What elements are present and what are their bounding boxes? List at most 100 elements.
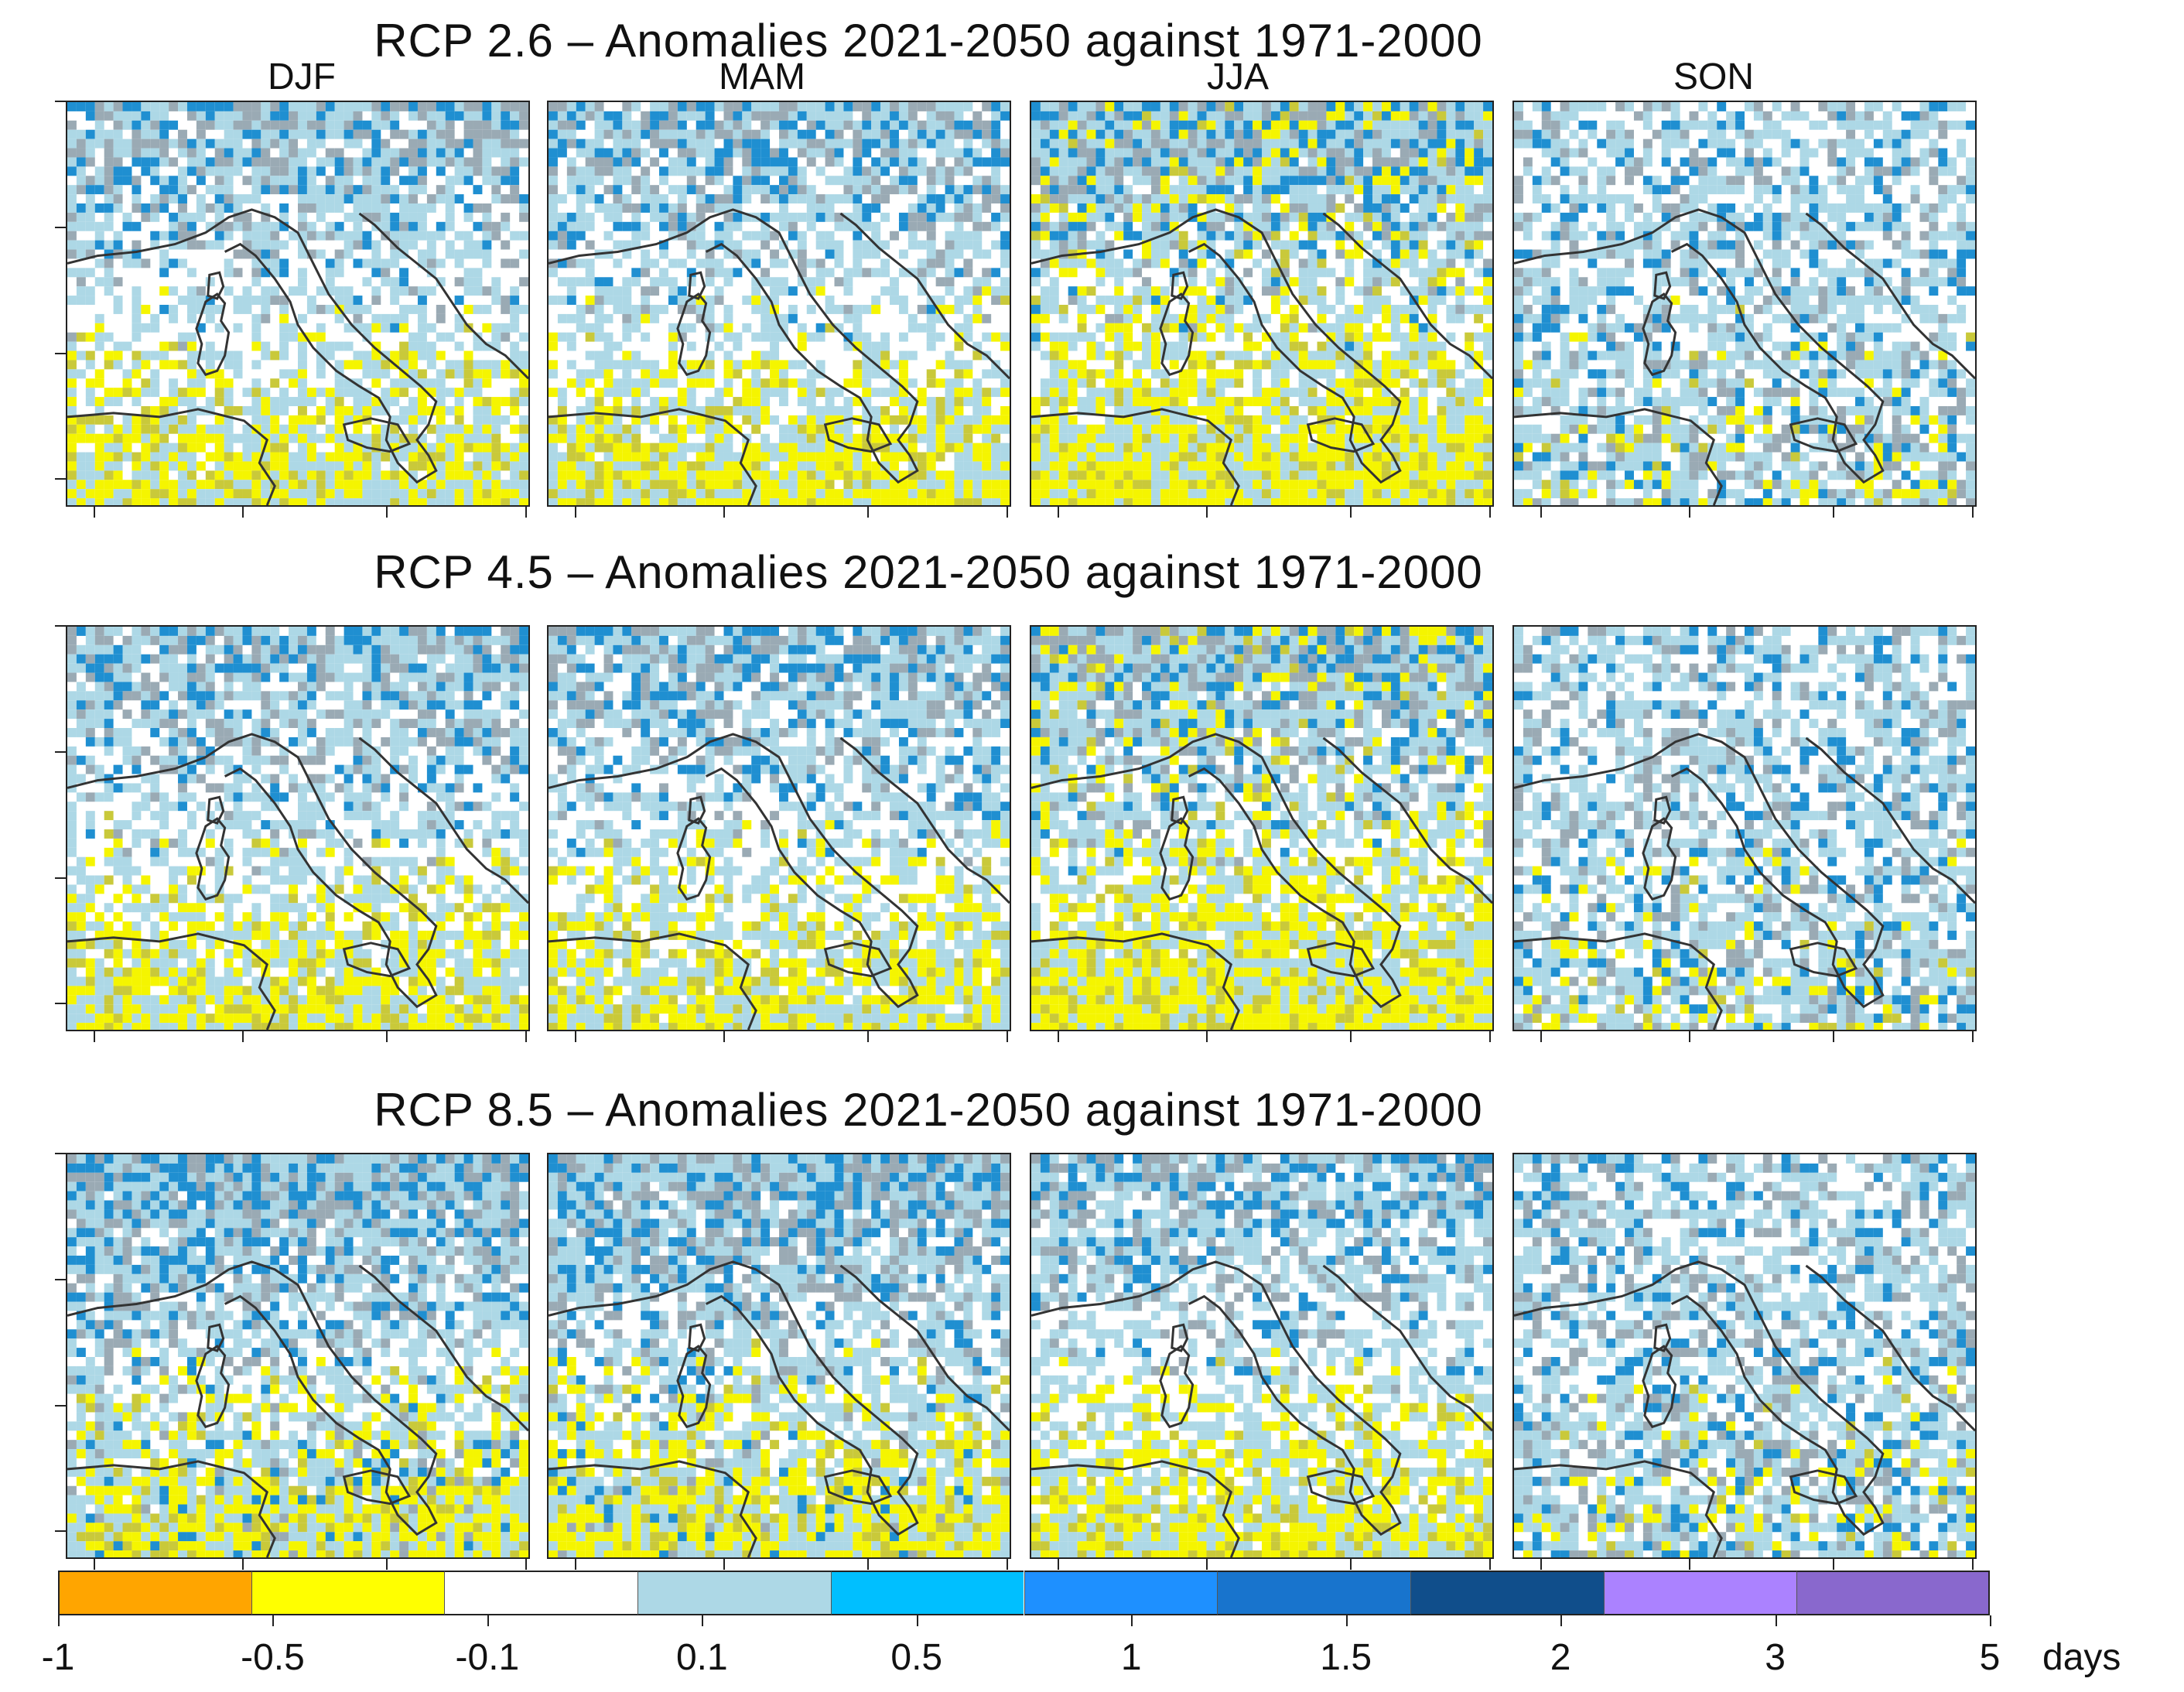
x-axis-tick bbox=[386, 1031, 388, 1042]
colorbar-segment bbox=[637, 1571, 831, 1615]
colorbar-label: 5 bbox=[1928, 1636, 2052, 1679]
x-axis-tick bbox=[1489, 507, 1491, 518]
colorbar-label: 0.1 bbox=[640, 1636, 764, 1679]
coastline bbox=[823, 1469, 893, 1506]
coastline bbox=[688, 795, 706, 825]
map-panel bbox=[1512, 1153, 1977, 1559]
colorbar-tick bbox=[1560, 1615, 1563, 1626]
x-axis-tick bbox=[1972, 1559, 1974, 1570]
coastline bbox=[1171, 1323, 1189, 1352]
x-axis-tick bbox=[723, 1559, 725, 1570]
season-label: MAM bbox=[646, 56, 878, 98]
season-label: JJA bbox=[1122, 56, 1354, 98]
x-axis-tick bbox=[575, 1559, 576, 1570]
row-title: RCP 2.6 – Anomalies 2021-2050 against 19… bbox=[0, 14, 1857, 67]
colorbar-label: 2 bbox=[1499, 1636, 1622, 1679]
coastline bbox=[207, 271, 225, 300]
anomaly-map bbox=[67, 102, 528, 505]
anomaly-field bbox=[1514, 102, 1975, 505]
row-title: RCP 4.5 – Anomalies 2021-2050 against 19… bbox=[0, 545, 1857, 599]
coastline bbox=[688, 271, 706, 300]
y-axis-tick bbox=[55, 1153, 66, 1154]
coastline bbox=[1159, 1345, 1195, 1429]
anomaly-map bbox=[1514, 627, 1975, 1030]
coastline bbox=[1805, 212, 1975, 380]
x-axis-tick bbox=[723, 507, 725, 518]
colorbar-tick bbox=[1775, 1615, 1777, 1626]
x-axis-tick bbox=[1833, 1559, 1834, 1570]
coastline bbox=[676, 292, 712, 377]
coastline bbox=[549, 208, 919, 484]
anomaly-field bbox=[549, 1154, 1010, 1557]
anomaly-map bbox=[1514, 1154, 1975, 1557]
coastline bbox=[358, 737, 528, 904]
coastline bbox=[1306, 417, 1376, 453]
y-axis-tick bbox=[55, 226, 66, 228]
anomaly-map bbox=[1031, 627, 1492, 1030]
coastline bbox=[1789, 417, 1858, 453]
map-panel bbox=[1030, 1153, 1494, 1559]
coastline bbox=[1159, 292, 1195, 377]
y-axis-tick bbox=[55, 478, 66, 480]
map-panel bbox=[547, 101, 1011, 507]
coastline bbox=[358, 1264, 528, 1432]
x-axis-tick bbox=[1350, 507, 1352, 518]
coastline bbox=[839, 737, 1010, 904]
coastline bbox=[1306, 942, 1376, 978]
colorbar-segment bbox=[1024, 1571, 1218, 1615]
colorbar-segment bbox=[1217, 1571, 1410, 1615]
x-axis-tick bbox=[1058, 507, 1059, 518]
coastline bbox=[839, 1264, 1010, 1432]
y-axis-tick bbox=[55, 352, 66, 354]
colorbar-tick bbox=[702, 1615, 704, 1626]
coastline bbox=[207, 1323, 225, 1352]
y-axis-tick bbox=[55, 750, 66, 753]
x-axis-tick bbox=[386, 1559, 388, 1570]
x-axis-tick bbox=[94, 1031, 95, 1042]
x-axis-tick bbox=[723, 1031, 725, 1042]
x-axis-tick bbox=[525, 1559, 527, 1570]
coastline bbox=[1653, 795, 1672, 825]
x-axis-tick bbox=[575, 1031, 576, 1042]
x-axis-tick bbox=[1540, 507, 1542, 518]
coastline bbox=[1031, 733, 1402, 1009]
coastline bbox=[67, 208, 438, 484]
coastline bbox=[207, 795, 225, 825]
coastline bbox=[1322, 212, 1492, 380]
x-axis-tick bbox=[1206, 507, 1208, 518]
colorbar-tick bbox=[58, 1615, 60, 1626]
y-axis-tick bbox=[55, 1278, 66, 1280]
coastline bbox=[1514, 932, 1723, 1030]
coastline bbox=[1642, 817, 1677, 901]
colorbar-tick bbox=[487, 1615, 489, 1626]
coastline bbox=[358, 212, 528, 380]
x-axis-tick bbox=[867, 507, 869, 518]
colorbar-tick bbox=[916, 1615, 918, 1626]
colorbar-tick bbox=[1345, 1615, 1348, 1626]
coastline bbox=[549, 1260, 919, 1536]
coastline bbox=[67, 1460, 276, 1557]
coastline bbox=[195, 292, 231, 377]
x-axis-tick bbox=[242, 1559, 244, 1570]
coastline bbox=[823, 417, 893, 453]
coastline bbox=[676, 1345, 712, 1429]
coastline bbox=[688, 1323, 706, 1352]
coastline bbox=[1805, 1264, 1975, 1432]
anomaly-field bbox=[1031, 1154, 1492, 1557]
x-axis-tick bbox=[386, 507, 388, 518]
coastline bbox=[1171, 795, 1189, 825]
coastline bbox=[1514, 1260, 1885, 1536]
coastline bbox=[549, 932, 757, 1030]
coastline bbox=[1031, 208, 1402, 484]
colorbar-unit: days bbox=[2042, 1636, 2121, 1679]
x-axis-tick bbox=[1833, 507, 1834, 518]
x-axis-tick bbox=[1007, 1031, 1008, 1042]
x-axis-tick bbox=[575, 507, 576, 518]
coastline bbox=[1514, 1460, 1723, 1557]
colorbar-label: 1.5 bbox=[1284, 1636, 1408, 1679]
coastline bbox=[1642, 1345, 1677, 1429]
x-axis-tick bbox=[867, 1031, 869, 1042]
coastline bbox=[1306, 1469, 1376, 1506]
coastline bbox=[1159, 817, 1195, 901]
coastline bbox=[1031, 1260, 1402, 1536]
